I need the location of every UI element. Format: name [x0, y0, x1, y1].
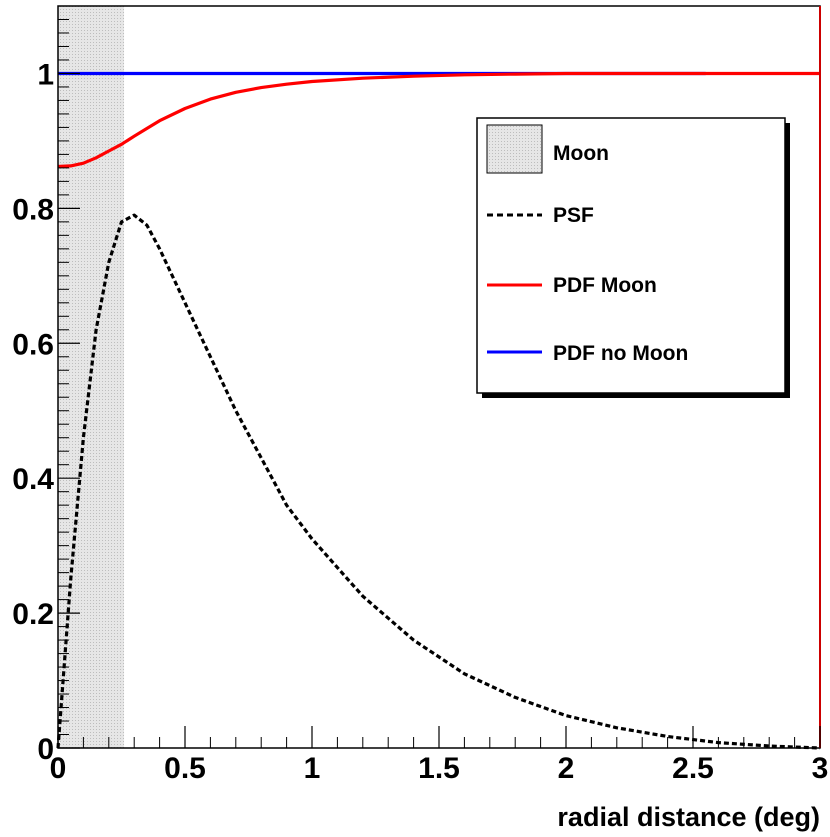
y-tick-label: 0.4 — [12, 463, 54, 496]
y-tick-label: 0.2 — [12, 598, 54, 631]
legend-pdf-no-moon-label: PDF no Moon — [553, 342, 688, 365]
legend-psf-label: PSF — [553, 204, 594, 227]
legend: Moon PSF PDF Moon PDF no Moon — [476, 117, 790, 398]
x-tick-label: 0 — [50, 752, 67, 785]
legend-pdf-moon-label: PDF Moon — [553, 274, 657, 297]
x-tick-label: 2.5 — [672, 752, 714, 785]
y-tick-label: 0.6 — [12, 328, 54, 361]
legend-moon-label: Moon — [553, 142, 609, 165]
x-tick-label: 1.5 — [418, 752, 460, 785]
x-tick-label: 0.5 — [164, 752, 206, 785]
y-tick-label: 1 — [37, 58, 54, 91]
series-pdf-moon-line — [57, 71, 820, 169]
legend-moon-swatch — [486, 124, 543, 174]
y-tick-label: 0 — [37, 733, 54, 766]
y-tick-label: 0.8 — [12, 193, 54, 226]
x-tick-label: 3 — [812, 752, 829, 785]
x-axis-title: radial distance (deg) — [557, 802, 820, 832]
x-tick-label: 2 — [558, 752, 575, 785]
series-psf-line — [56, 213, 821, 750]
x-tick-label: 1 — [304, 752, 321, 785]
